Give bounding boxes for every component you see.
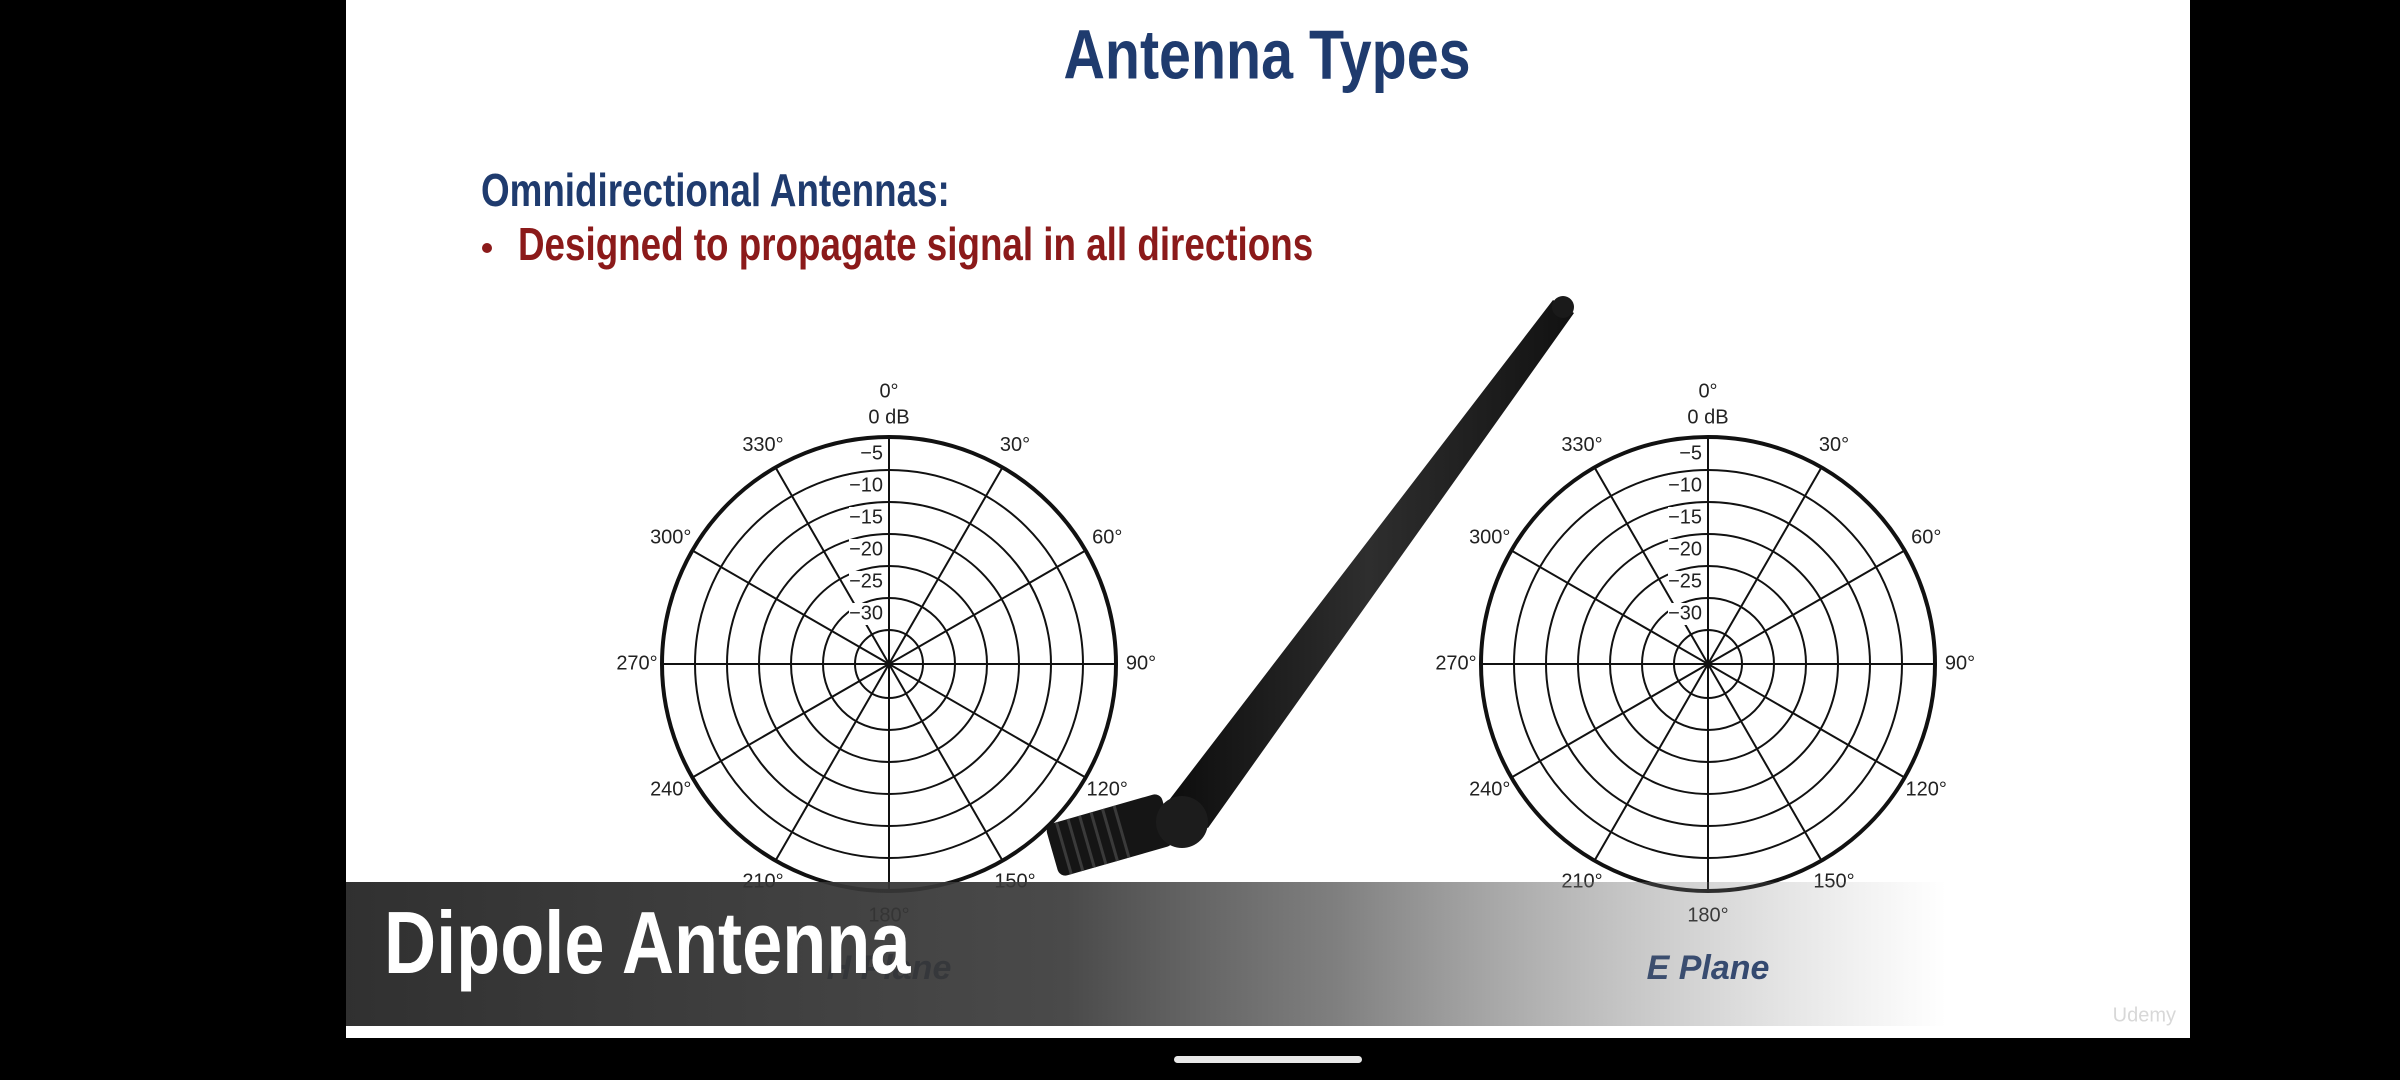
antenna-hinge xyxy=(1156,796,1208,848)
angle-label: 120° xyxy=(1087,778,1128,800)
angle-label: 240° xyxy=(650,778,691,800)
bullet-text: Designed to propagate signal in all dire… xyxy=(518,218,1313,270)
db-label-bg xyxy=(1668,603,1704,625)
antenna-connector xyxy=(1046,794,1174,876)
db-label-bg xyxy=(849,539,885,561)
angle-label: 270° xyxy=(616,652,657,674)
db-label-bg xyxy=(1668,443,1704,465)
db-label-bg xyxy=(1668,475,1704,497)
db-label: −10 xyxy=(1668,474,1702,496)
db-label: −25 xyxy=(849,570,883,592)
angle-label: 90° xyxy=(1126,652,1156,674)
db-label-bg xyxy=(1668,507,1704,529)
caption-bar xyxy=(346,882,1946,1026)
angle-label: 330° xyxy=(1561,434,1602,456)
angle-label: 30° xyxy=(1819,434,1849,456)
db-label-bg xyxy=(849,571,885,593)
db-label: −5 xyxy=(1679,442,1702,464)
db-label-bg xyxy=(849,603,885,625)
db-label: −25 xyxy=(1668,570,1702,592)
angle-label: 330° xyxy=(742,434,783,456)
angle-label: 300° xyxy=(1469,526,1510,548)
db-label-bg xyxy=(849,507,885,529)
polar-spoke xyxy=(1593,466,1823,862)
bullet-dot xyxy=(482,243,492,253)
angle-label: 0° xyxy=(879,380,898,402)
db-label: −5 xyxy=(860,442,883,464)
antenna-image xyxy=(1046,296,1574,876)
angle-label: 60° xyxy=(1092,526,1122,548)
db-label: −15 xyxy=(849,506,883,528)
angle-label: 30° xyxy=(1000,434,1030,456)
db-label-bg xyxy=(1668,571,1704,593)
db-label: −30 xyxy=(849,602,883,624)
db-label: −20 xyxy=(849,538,883,560)
angle-label: 0° xyxy=(1698,380,1717,402)
db-label-bg xyxy=(849,443,885,465)
db-label: 0 dB xyxy=(868,406,909,428)
db-label: −10 xyxy=(849,474,883,496)
polar-spoke xyxy=(774,466,1004,862)
db-label: −15 xyxy=(1668,506,1702,528)
home-indicator xyxy=(1174,1056,1362,1063)
db-label-bg xyxy=(849,475,885,497)
angle-label: 120° xyxy=(1906,778,1947,800)
watermark: Udemy xyxy=(2113,1004,2176,1026)
db-label: −30 xyxy=(1668,602,1702,624)
slide-title: Antenna Types xyxy=(1063,15,1470,94)
db-label: 0 dB xyxy=(1687,406,1728,428)
section-heading: Omnidirectional Antennas: xyxy=(481,164,950,216)
angle-label: 60° xyxy=(1911,526,1941,548)
caption-text: Dipole Antenna xyxy=(384,895,912,993)
angle-label: 90° xyxy=(1945,652,1975,674)
angle-label: 270° xyxy=(1435,652,1476,674)
angle-label: 240° xyxy=(1469,778,1510,800)
antenna-whip xyxy=(1163,300,1574,828)
angle-label: 300° xyxy=(650,526,691,548)
db-label-bg xyxy=(1668,539,1704,561)
antenna-tip xyxy=(1552,296,1574,318)
db-label: −20 xyxy=(1668,538,1702,560)
